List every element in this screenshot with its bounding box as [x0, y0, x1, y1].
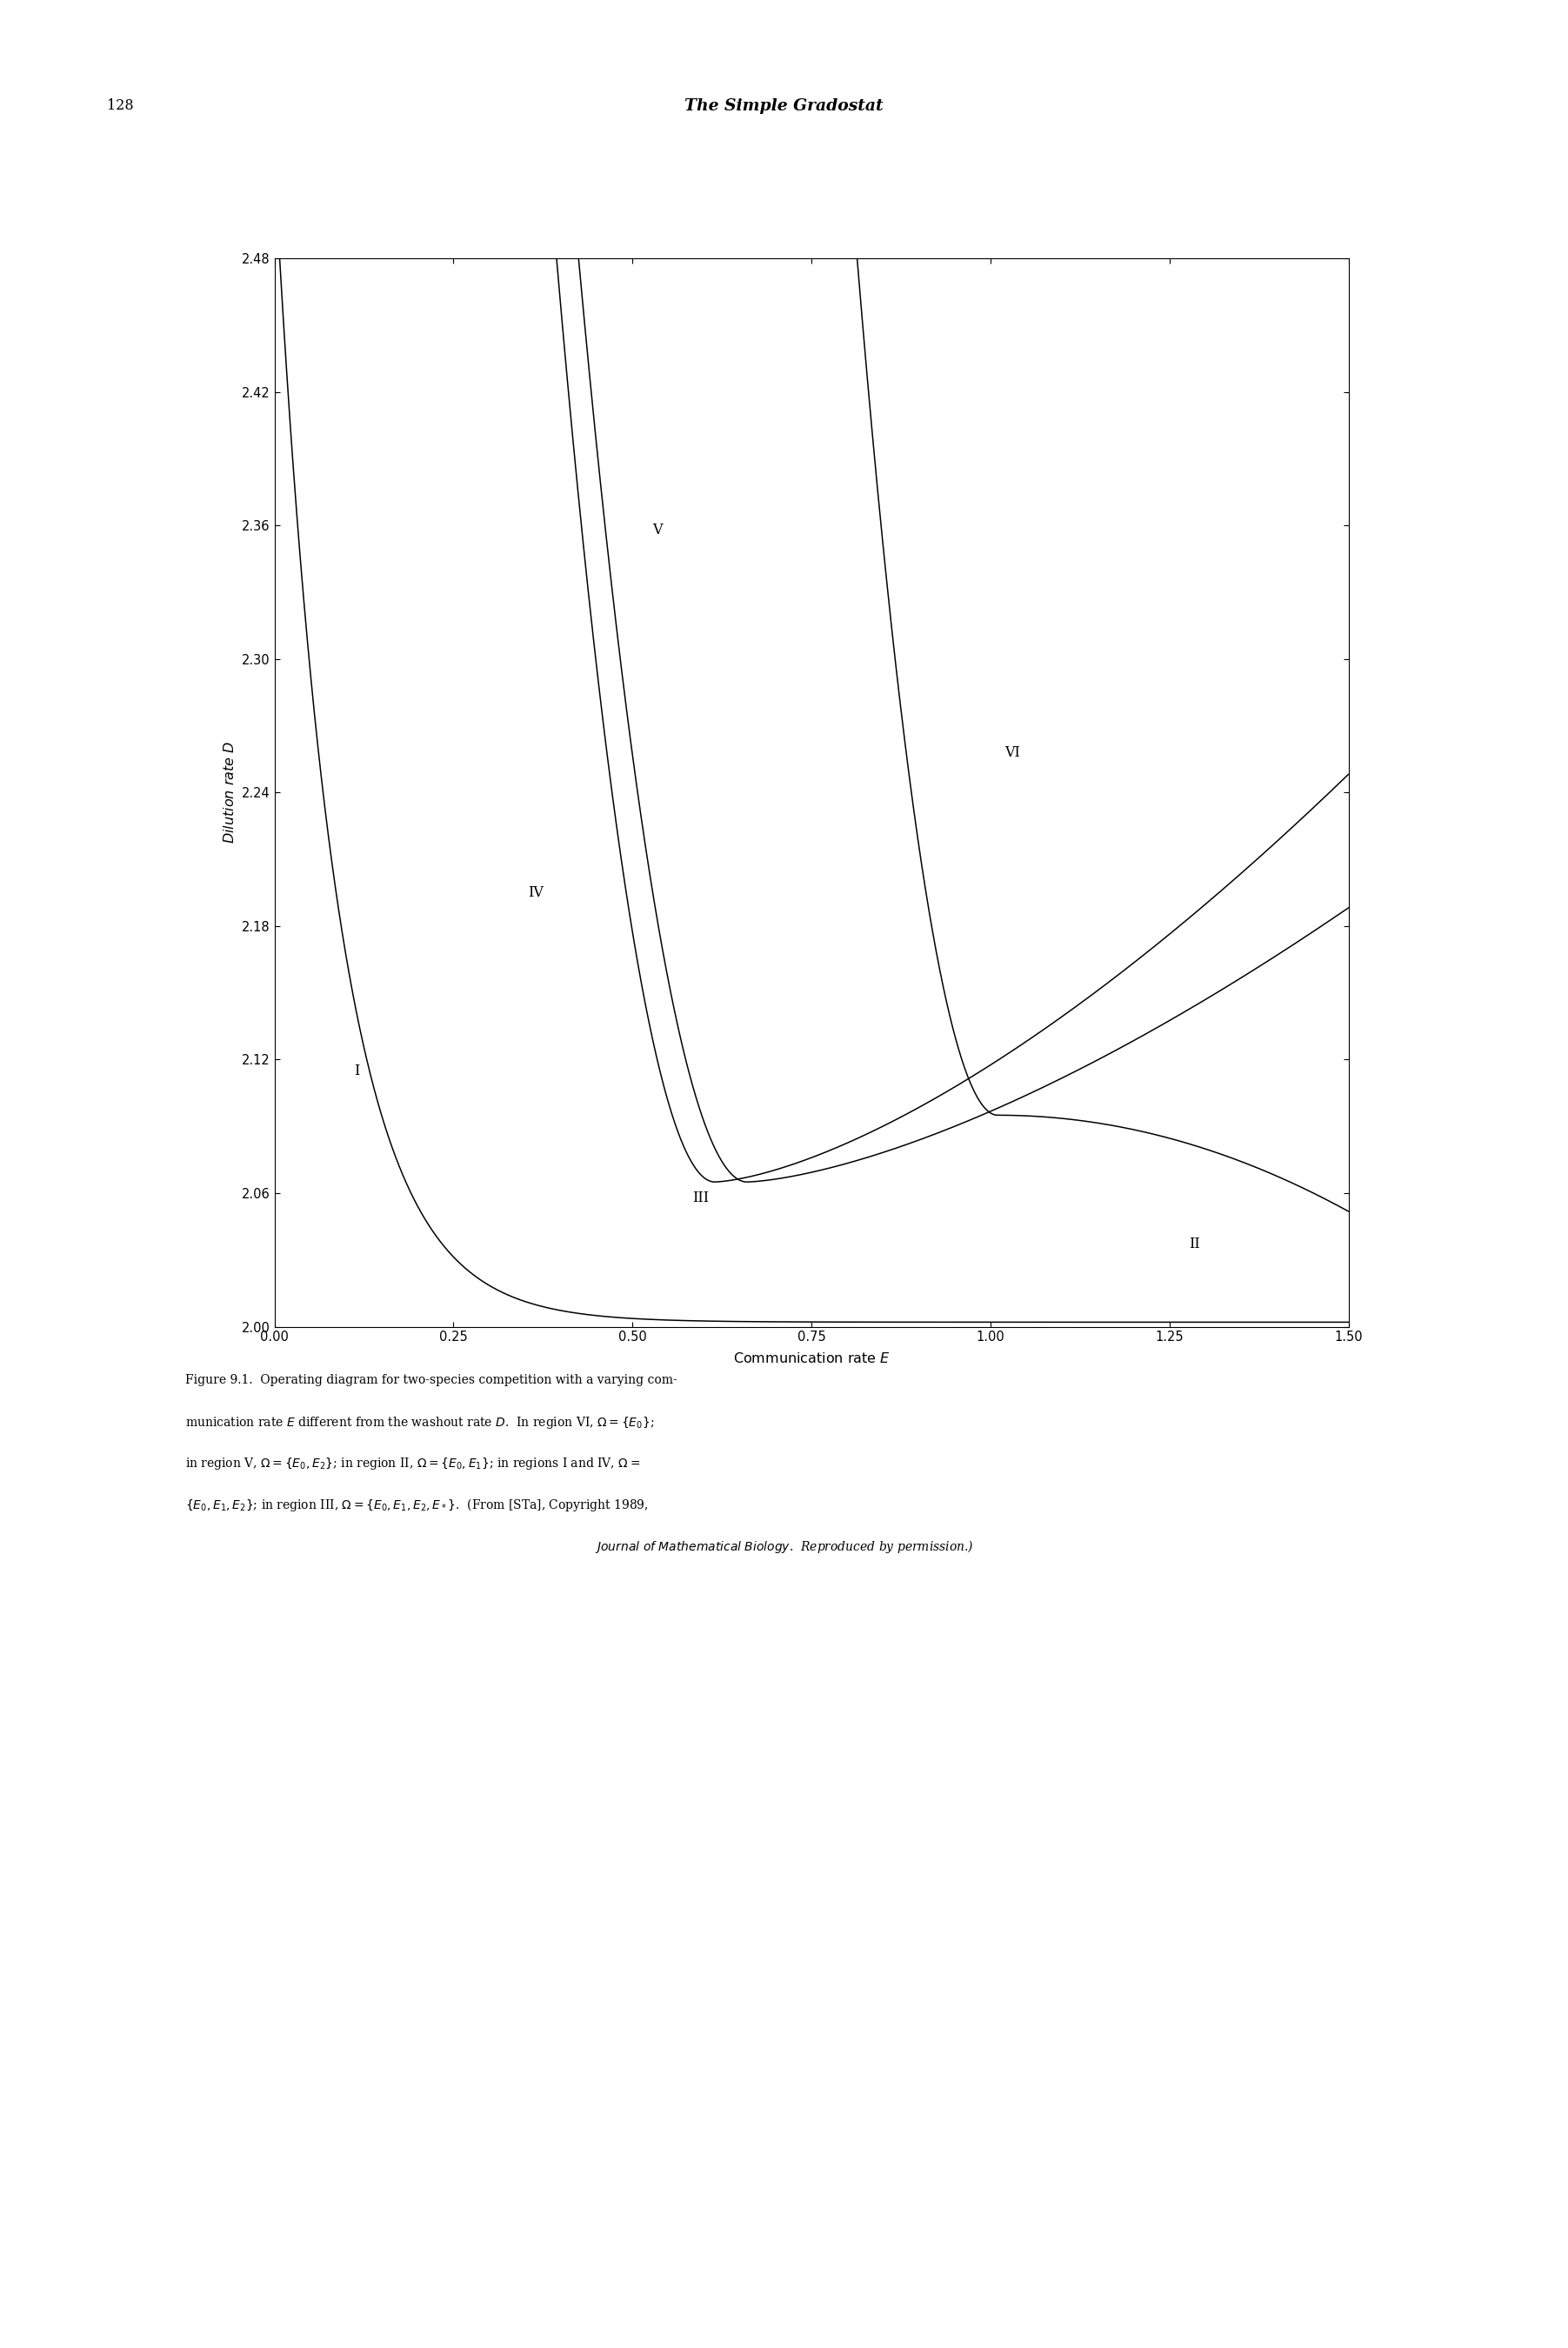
Text: munication rate $E$ different from the washout rate $D$.  In region VI, $\Omega : munication rate $E$ different from the w… — [185, 1413, 654, 1430]
Text: $\mathit{Journal\ of\ Mathematical\ Biology}$.  Reproduced by permission.): $\mathit{Journal\ of\ Mathematical\ Biol… — [594, 1538, 974, 1554]
Text: The Simple Gradostat: The Simple Gradostat — [685, 99, 883, 115]
Text: V: V — [652, 521, 663, 538]
Text: II: II — [1189, 1237, 1200, 1251]
Text: 128: 128 — [107, 99, 133, 113]
Text: III: III — [691, 1190, 709, 1205]
Y-axis label: Dilution rate $D$: Dilution rate $D$ — [223, 742, 237, 843]
Text: VI: VI — [1004, 744, 1019, 761]
Text: in region V, $\Omega = \{E_0, E_2\}$; in region II, $\Omega = \{E_0, E_1\}$; in : in region V, $\Omega = \{E_0, E_2\}$; in… — [185, 1456, 640, 1472]
Text: Figure 9.1.  Operating diagram for two-species competition with a varying com-: Figure 9.1. Operating diagram for two-sp… — [185, 1374, 677, 1385]
Text: $\{E_0, E_1, E_2\}$; in region III, $\Omega = \{E_0, E_1, E_2, E_*\}$.  (From [S: $\{E_0, E_1, E_2\}$; in region III, $\Om… — [185, 1498, 648, 1514]
Text: IV: IV — [528, 885, 544, 899]
X-axis label: Communication rate $E$: Communication rate $E$ — [732, 1350, 891, 1364]
Text: I: I — [354, 1064, 359, 1078]
